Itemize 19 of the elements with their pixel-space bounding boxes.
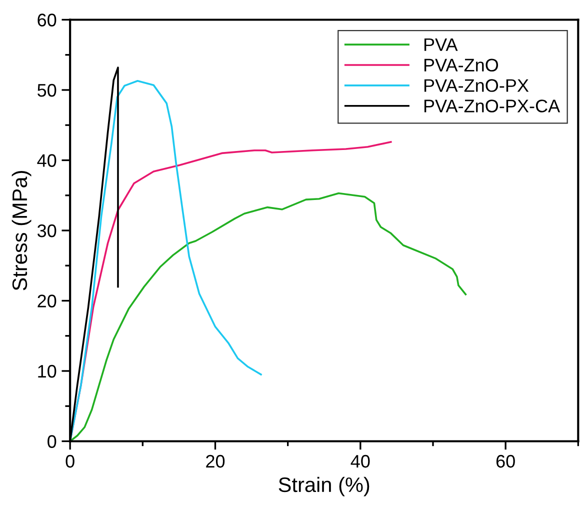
y-tick-label: 0 — [48, 435, 56, 448]
legend-label: PVA-ZnO-PX — [424, 79, 529, 92]
y-axis-title: Stress (MPa) — [12, 171, 32, 290]
y-tick-label: 40 — [37, 154, 56, 167]
legend-label: PVA — [424, 38, 458, 51]
x-tick-label: 40 — [350, 454, 370, 468]
legend-label: PVA-ZnO — [424, 58, 498, 72]
y-tick-label: 60 — [38, 14, 56, 26]
x-tick-label: 60 — [496, 454, 515, 468]
y-tick-label: 50 — [38, 84, 56, 97]
y-tick-label: 30 — [37, 224, 56, 238]
y-tick-label: 10 — [38, 364, 56, 378]
x-axis-title: Strain (%) — [278, 476, 370, 496]
y-tick-label: 20 — [38, 294, 56, 308]
line-series — [70, 192, 467, 442]
x-tick-label: 20 — [206, 454, 225, 468]
x-tick-label: 0 — [66, 454, 74, 468]
legend-label: PVA-ZnO-PX-CA — [424, 100, 560, 112]
line-series — [70, 80, 262, 442]
